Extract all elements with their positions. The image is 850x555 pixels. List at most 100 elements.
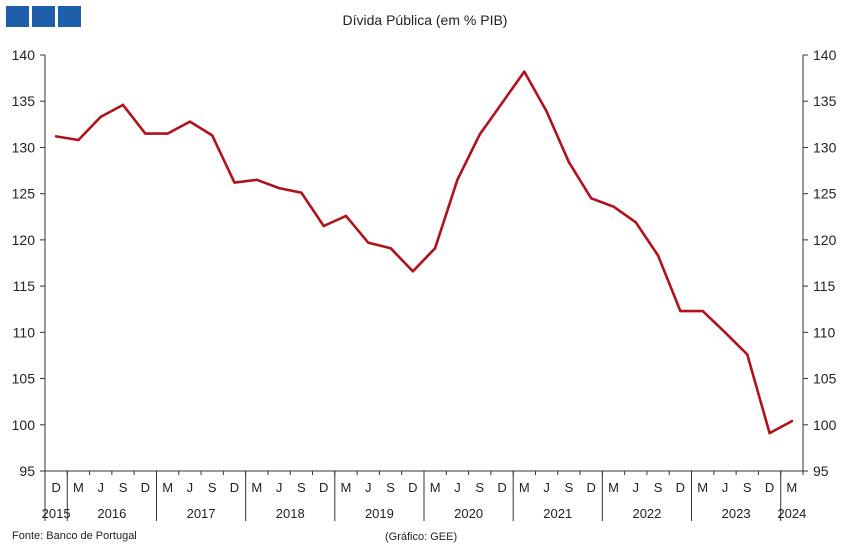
- year-label: 2024: [777, 506, 806, 521]
- x-tick-label: M: [786, 480, 797, 495]
- y-tick-label-right: 120: [813, 232, 837, 248]
- y-tick-label-right: 115: [813, 278, 836, 294]
- x-tick-label: D: [497, 480, 506, 495]
- x-tick-label: M: [608, 480, 619, 495]
- x-tick-label: M: [162, 480, 173, 495]
- data-point: [612, 205, 615, 208]
- data-point: [77, 138, 80, 142]
- y-tick-label-left: 100: [12, 417, 36, 433]
- y-tick-label-left: 125: [12, 186, 36, 202]
- year-label: 2022: [632, 506, 661, 521]
- data-point: [656, 254, 660, 257]
- x-tick-label: J: [276, 480, 283, 495]
- y-tick-label-left: 140: [12, 47, 36, 63]
- x-tick-label: S: [475, 480, 484, 495]
- y-tick-label-left: 130: [12, 139, 36, 155]
- data-point: [500, 101, 504, 105]
- x-tick-label: M: [697, 480, 708, 495]
- x-tick-label: M: [73, 480, 84, 495]
- x-tick-label: D: [319, 480, 328, 495]
- y-tick-label-left: 115: [13, 278, 36, 294]
- x-tick-label: D: [587, 480, 596, 495]
- chart-title: Dívida Pública (em % PIB): [342, 12, 508, 28]
- year-label: 2018: [276, 506, 305, 521]
- x-tick-label: J: [454, 480, 461, 495]
- data-point: [456, 178, 459, 181]
- year-label: 2021: [543, 506, 572, 521]
- data-point: [790, 419, 794, 423]
- x-tick-label: D: [765, 480, 774, 495]
- data-point: [54, 135, 58, 138]
- x-tick-label: S: [743, 480, 752, 495]
- data-point: [411, 270, 415, 273]
- x-tick-label: J: [633, 480, 640, 495]
- data-point: [344, 214, 348, 218]
- data-point: [433, 247, 437, 250]
- x-tick-label: M: [341, 480, 352, 495]
- y-tick-label-left: 95: [19, 463, 35, 479]
- x-tick-label: J: [97, 480, 104, 495]
- x-tick-label: S: [208, 480, 217, 495]
- series-layer: [54, 70, 794, 435]
- data-point: [768, 431, 771, 435]
- data-point: [166, 132, 169, 135]
- data-point: [188, 120, 192, 123]
- x-tick-label: M: [251, 480, 262, 495]
- year-label: 2023: [722, 506, 751, 521]
- x-tick-label: J: [543, 480, 550, 495]
- x-tick-label: M: [519, 480, 530, 495]
- y-tick-label-left: 120: [12, 232, 36, 248]
- x-tick-label: S: [565, 480, 574, 495]
- year-label: 2016: [97, 506, 126, 521]
- y-tick-label-right: 130: [813, 139, 837, 155]
- y-tick-label-left: 105: [12, 371, 36, 387]
- chart-axes: 95 95 100 100 105 105 110 110 115 115 120 120 125 125…: [12, 47, 837, 521]
- data-point: [367, 241, 370, 244]
- x-tick-label: D: [141, 480, 150, 495]
- year-label: 2017: [187, 506, 216, 521]
- data-point: [723, 331, 727, 334]
- y-tick-label-right: 125: [813, 186, 837, 202]
- data-point: [478, 133, 481, 136]
- data-point: [300, 191, 303, 194]
- x-tick-label: S: [119, 480, 128, 495]
- brand-logo: [6, 6, 81, 27]
- data-point: [277, 186, 281, 190]
- y-tick-label-right: 140: [813, 47, 837, 63]
- data-point: [99, 115, 102, 119]
- data-point: [567, 161, 571, 164]
- credit-note: (Gráfico: GEE): [385, 531, 458, 543]
- data-point: [233, 181, 236, 184]
- x-tick-label: S: [297, 480, 306, 495]
- y-tick-label-right: 135: [813, 93, 837, 109]
- y-tick-label-right: 110: [813, 324, 836, 340]
- x-tick-label: D: [51, 480, 60, 495]
- y-tick-label-right: 100: [813, 417, 837, 433]
- x-tick-label: D: [408, 480, 417, 495]
- source-note: Fonte: Banco de Portugal: [12, 530, 137, 542]
- data-point: [255, 178, 258, 181]
- y-tick-label-left: 135: [12, 93, 36, 109]
- year-label: 2019: [365, 506, 394, 521]
- data-point: [634, 221, 637, 224]
- data-point: [746, 353, 749, 356]
- x-tick-label: D: [676, 480, 685, 495]
- y-tick-label-right: 105: [813, 371, 837, 387]
- x-tick-label: J: [722, 480, 729, 495]
- data-point: [701, 309, 704, 313]
- x-tick-label: J: [365, 480, 372, 495]
- data-point: [211, 134, 214, 137]
- x-tick-label: D: [230, 480, 239, 495]
- data-point: [679, 309, 682, 313]
- x-tick-label: S: [654, 480, 663, 495]
- data-point: [322, 224, 325, 228]
- debt-series-line: [54, 70, 794, 435]
- data-point: [144, 132, 147, 135]
- y-tick-label-left: 110: [13, 324, 36, 340]
- year-label: 2015: [42, 506, 71, 521]
- data-point: [523, 70, 526, 73]
- data-point: [590, 197, 593, 200]
- data-point: [121, 103, 125, 107]
